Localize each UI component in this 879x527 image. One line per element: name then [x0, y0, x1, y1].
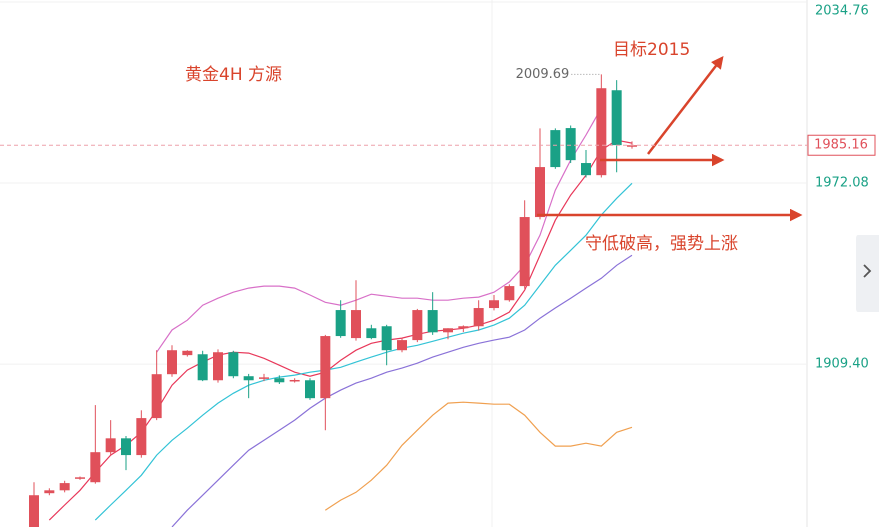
- candle-body: [75, 477, 85, 479]
- candle-body: [29, 495, 39, 527]
- candle-body: [504, 286, 515, 301]
- y-tick-label: 1972.08: [815, 176, 869, 191]
- candle-body: [443, 328, 453, 333]
- last-price-label: 1985.16: [814, 138, 868, 153]
- plot: [0, 1, 807, 527]
- candle-body: [90, 452, 101, 483]
- candle-body: [611, 90, 622, 146]
- candle-body: [519, 217, 530, 287]
- candle-body: [259, 377, 269, 379]
- candle-body: [458, 326, 469, 329]
- annotation: 目标2015: [613, 40, 690, 60]
- candle-body: [289, 379, 300, 382]
- arrow: [647, 56, 724, 155]
- candle-body: [213, 352, 223, 381]
- annotation: 守低破高，强势上涨: [585, 234, 738, 254]
- candle-body: [381, 326, 392, 351]
- candle-body: [105, 438, 116, 453]
- last-price-tag: [807, 134, 876, 156]
- candle-body: [44, 490, 55, 494]
- candle-body: [427, 310, 438, 333]
- y-tick-label: 1909.40: [815, 357, 869, 372]
- candle-body: [197, 354, 208, 381]
- candle-body: [243, 376, 254, 381]
- candle-body: [136, 418, 147, 456]
- high-label: 2009.69: [516, 67, 570, 82]
- candle-body: [167, 350, 177, 375]
- chevron-icon[interactable]: [863, 264, 872, 278]
- candle-body: [596, 88, 607, 176]
- ma-line: [171, 254, 633, 527]
- candle-body: [550, 130, 561, 168]
- candle-body: [397, 340, 407, 351]
- candle-body: [274, 378, 285, 383]
- candle-body: [366, 328, 377, 339]
- candle-body: [535, 167, 545, 218]
- y-tick-label: 2034.76: [815, 4, 869, 19]
- ma-line: [324, 401, 633, 511]
- candle-body: [473, 308, 484, 327]
- ma-line: [94, 182, 633, 521]
- ma-line: [48, 139, 633, 521]
- candle-body: [228, 352, 239, 377]
- candle-body: [351, 310, 361, 339]
- candle-body: [335, 310, 346, 337]
- candle-body: [412, 310, 423, 341]
- candle-body: [182, 350, 193, 356]
- candle-body: [565, 128, 576, 161]
- chart-title: 黄金4H 方源: [185, 65, 282, 85]
- candle-body: [581, 163, 591, 176]
- candle-body: [489, 300, 499, 309]
- candle-body: [305, 380, 315, 399]
- candle-body: [151, 374, 162, 419]
- candle-body: [121, 438, 131, 456]
- candle-body: [320, 336, 331, 399]
- candle-body: [59, 483, 70, 491]
- candle-body: [627, 145, 637, 147]
